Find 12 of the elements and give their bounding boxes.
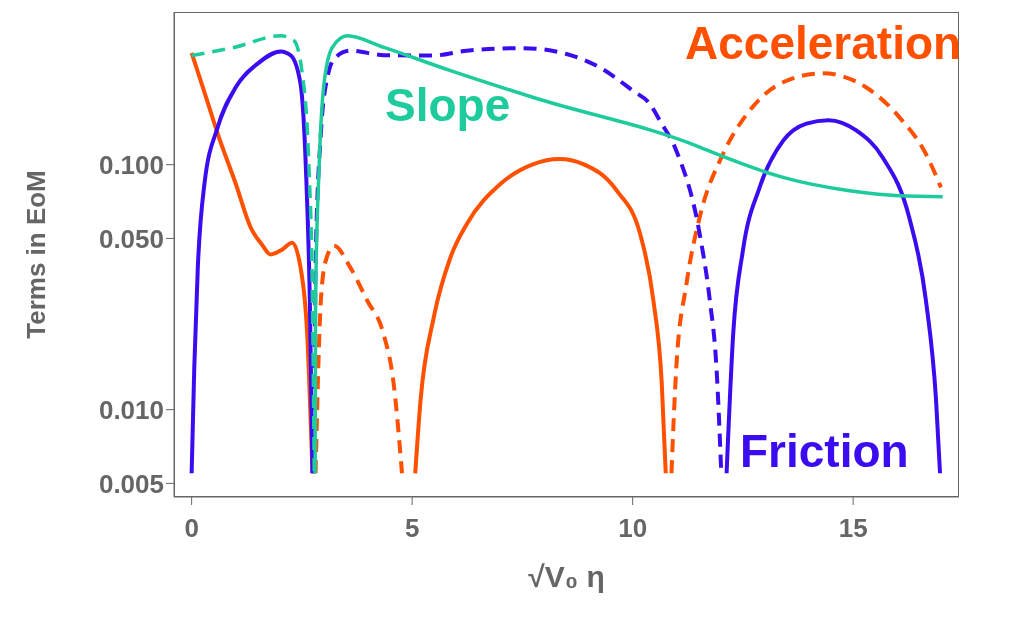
y-tick-label: 0.050: [98, 223, 164, 254]
x-tick-label: 15: [838, 513, 868, 544]
y-axis-title: Terms in EoM: [20, 170, 51, 339]
x-tick-label: 0: [184, 513, 199, 544]
x-axis-title: √V₀ η: [528, 560, 605, 593]
series-label: Friction: [740, 425, 909, 477]
y-tick-label: 0.010: [98, 394, 164, 425]
x-tick-label: 10: [618, 513, 648, 544]
series-label: Slope: [385, 79, 511, 131]
y-tick-label: 0.005: [98, 468, 164, 499]
y-tick-label: 0.100: [98, 149, 164, 180]
x-tick-label: 5: [404, 513, 420, 544]
